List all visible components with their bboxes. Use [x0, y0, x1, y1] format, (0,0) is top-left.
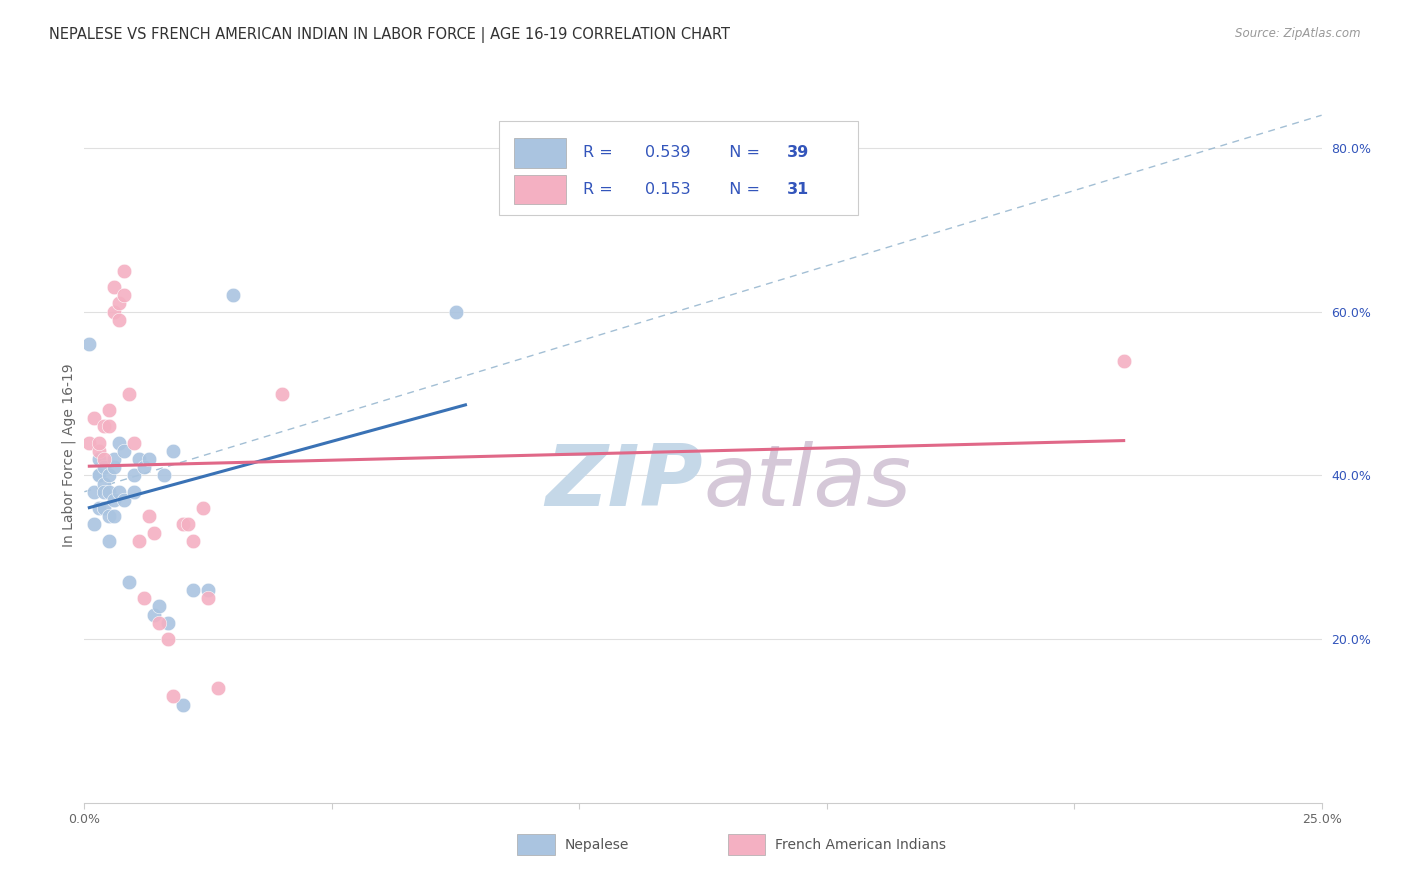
Bar — [499, 121, 858, 215]
Point — [197, 582, 219, 597]
Point — [103, 304, 125, 318]
Text: 39: 39 — [787, 145, 810, 161]
Point — [177, 517, 200, 532]
Point — [108, 435, 131, 450]
Point — [132, 591, 155, 606]
Point — [93, 460, 115, 475]
Point — [79, 337, 101, 351]
Point — [128, 533, 150, 548]
Text: 0.539: 0.539 — [645, 145, 690, 161]
Point — [271, 386, 294, 401]
Point — [444, 304, 467, 318]
Text: N =: N = — [718, 182, 770, 197]
Point — [108, 484, 131, 499]
Point — [122, 484, 145, 499]
Point — [157, 615, 180, 630]
Point — [83, 517, 105, 532]
Point — [118, 386, 141, 401]
Point — [191, 501, 214, 516]
Point — [118, 574, 141, 589]
Point — [98, 403, 121, 417]
Point — [112, 264, 135, 278]
Point — [98, 468, 121, 483]
Point — [1112, 353, 1135, 368]
Point — [103, 280, 125, 294]
Text: atlas: atlas — [703, 442, 911, 524]
Point — [142, 607, 165, 622]
Bar — [513, 175, 565, 204]
Point — [89, 452, 111, 467]
Point — [103, 509, 125, 524]
Point — [148, 615, 170, 630]
Text: NEPALESE VS FRENCH AMERICAN INDIAN IN LABOR FORCE | AGE 16-19 CORRELATION CHART: NEPALESE VS FRENCH AMERICAN INDIAN IN LA… — [49, 27, 730, 43]
Point — [181, 533, 204, 548]
Point — [83, 484, 105, 499]
Point — [79, 435, 101, 450]
Point — [152, 468, 174, 483]
Point — [108, 296, 131, 310]
Point — [108, 313, 131, 327]
Point — [98, 419, 121, 434]
Point — [128, 452, 150, 467]
Point — [132, 460, 155, 475]
Point — [122, 468, 145, 483]
Point — [103, 452, 125, 467]
Point — [103, 460, 125, 475]
Point — [112, 288, 135, 302]
Point — [93, 452, 115, 467]
Point — [162, 690, 184, 704]
Point — [89, 468, 111, 483]
Text: R =: R = — [583, 182, 623, 197]
Point — [157, 632, 180, 646]
Point — [89, 468, 111, 483]
Point — [98, 509, 121, 524]
Point — [142, 525, 165, 540]
Text: 0.153: 0.153 — [645, 182, 690, 197]
Point — [162, 443, 184, 458]
Point — [98, 484, 121, 499]
Point — [89, 501, 111, 516]
Y-axis label: In Labor Force | Age 16-19: In Labor Force | Age 16-19 — [62, 363, 76, 547]
Text: Nepalese: Nepalese — [564, 838, 628, 852]
Point — [98, 533, 121, 548]
Text: N =: N = — [718, 145, 770, 161]
Point — [112, 443, 135, 458]
Point — [222, 288, 245, 302]
Point — [197, 591, 219, 606]
Point — [93, 419, 115, 434]
Point — [207, 681, 229, 696]
Point — [89, 435, 111, 450]
Point — [138, 452, 160, 467]
Point — [93, 476, 115, 491]
Point — [122, 435, 145, 450]
Point — [112, 492, 135, 507]
Point — [83, 411, 105, 425]
Bar — [517, 834, 554, 855]
Point — [93, 484, 115, 499]
Point — [181, 582, 204, 597]
Point — [93, 501, 115, 516]
Text: 31: 31 — [787, 182, 810, 197]
Point — [148, 599, 170, 614]
Point — [172, 698, 194, 712]
Point — [103, 492, 125, 507]
Text: ZIP: ZIP — [546, 442, 703, 524]
Bar — [513, 138, 565, 168]
Text: Source: ZipAtlas.com: Source: ZipAtlas.com — [1236, 27, 1361, 40]
Point — [172, 517, 194, 532]
Text: R =: R = — [583, 145, 623, 161]
Bar — [728, 834, 765, 855]
Point — [89, 443, 111, 458]
Text: French American Indians: French American Indians — [775, 838, 946, 852]
Point — [138, 509, 160, 524]
